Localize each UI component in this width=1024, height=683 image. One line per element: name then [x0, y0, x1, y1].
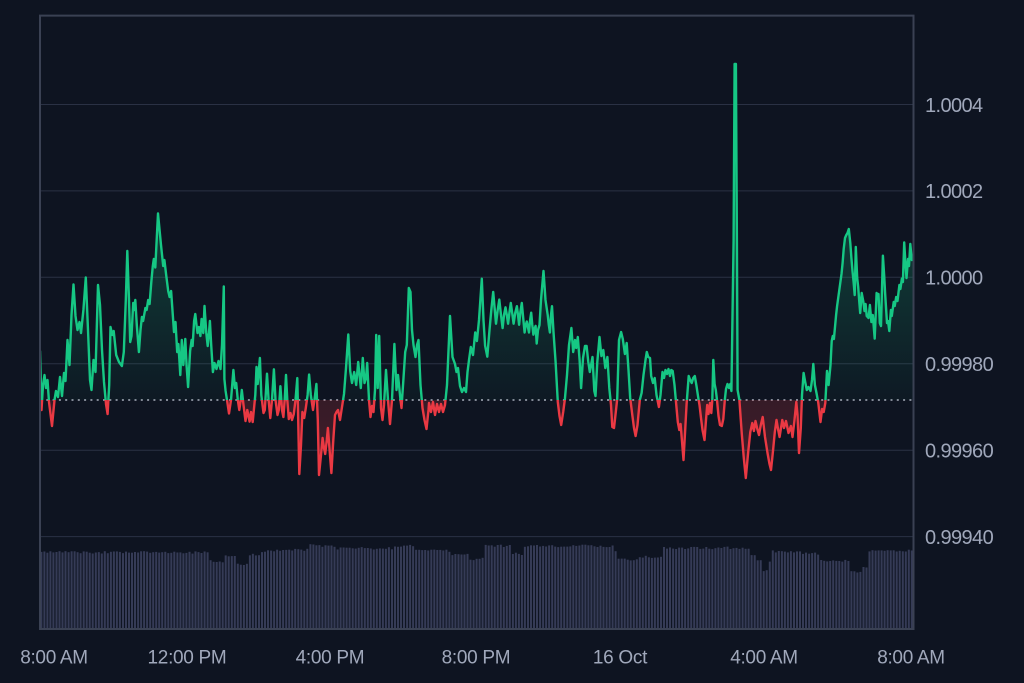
svg-text:1.0000: 1.0000 [925, 268, 983, 290]
svg-text:1.0004: 1.0004 [925, 95, 983, 117]
svg-text:8:00 AM: 8:00 AM [877, 648, 945, 669]
svg-text:0.99980: 0.99980 [925, 354, 994, 376]
svg-text:12:00 PM: 12:00 PM [148, 648, 227, 669]
svg-text:1.0002: 1.0002 [925, 181, 983, 203]
svg-text:8:00 PM: 8:00 PM [442, 648, 511, 669]
svg-text:4:00 PM: 4:00 PM [296, 648, 365, 669]
svg-text:8:00 AM: 8:00 AM [20, 648, 88, 669]
svg-text:16 Oct: 16 Oct [593, 648, 648, 669]
svg-text:0.99960: 0.99960 [925, 441, 994, 463]
svg-text:4:00 AM: 4:00 AM [730, 648, 798, 669]
svg-text:0.99940: 0.99940 [925, 527, 994, 549]
